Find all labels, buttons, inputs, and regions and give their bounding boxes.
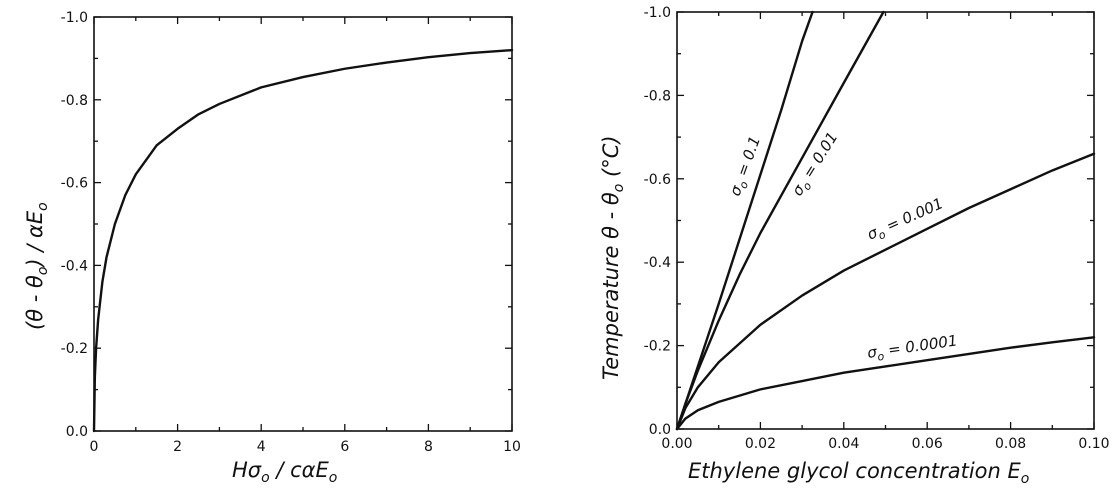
right-y-tick-label: -0.4 — [644, 255, 671, 271]
curve-label: σo = 0.01 — [788, 129, 844, 201]
left-x-tick-label: 4 — [257, 439, 266, 455]
left-plot-frame — [93, 16, 513, 432]
curve-sigma-0-001 — [675, 152, 1096, 431]
right-tick-labels: 0.00 0.02 0.04 0.06 0.08 0.10 0.0 -0.2 -0.4 -0.6 -… — [644, 5, 1110, 452]
right-x-tick-label: 0.00 — [661, 436, 692, 452]
curve-label: σo = 0.1 — [726, 134, 767, 200]
left-x-axis-label: Hσo / cαEo — [232, 458, 337, 486]
left-y-tick-label: -0.4 — [61, 258, 88, 274]
curve-sigma-0-1 — [675, 10, 814, 431]
right-y-tick-label: -0.8 — [644, 88, 671, 104]
right-y-tick-label: -1.0 — [644, 5, 671, 21]
right-x-tick-label: 0.06 — [912, 436, 943, 452]
right-ticks — [676, 11, 1095, 430]
right-x-tick-label: 0.04 — [828, 436, 859, 452]
right-y-tick-label: -0.6 — [644, 172, 671, 188]
right-x-axis-label: Ethylene glycol concentration Eo — [688, 459, 1029, 487]
left-x-tick-label: 8 — [424, 439, 433, 455]
left-y-tick-label: -1.0 — [61, 10, 88, 26]
left-x-tick-label: 10 — [503, 439, 521, 455]
right-y-axis-label: Temperature θ - θo (°C) — [599, 135, 627, 380]
right-x-tick-label: 0.10 — [1078, 436, 1109, 452]
left-y-tick-label: -0.2 — [61, 341, 88, 357]
left-tick-labels: 0 2 4 6 8 10 0.0 -0.2 -0.4 -0.6 -0.8 -1.0 — [61, 10, 521, 455]
right-y-tick-label: 0.0 — [649, 422, 671, 438]
curve-sigma-0-0001 — [675, 336, 1096, 431]
left-x-tick-label: 0 — [90, 439, 99, 455]
left-x-tick-label: 6 — [340, 439, 349, 455]
right-curves — [675, 10, 1096, 431]
left-y-tick-label: 0.0 — [66, 424, 88, 440]
curve-sigma-0-01 — [675, 10, 885, 431]
left-y-tick-label: -0.8 — [61, 93, 88, 109]
right-x-tick-label: 0.08 — [995, 436, 1026, 452]
left-curve — [92, 48, 514, 433]
right-y-tick-label: -0.2 — [644, 339, 671, 355]
left-ticks — [93, 16, 513, 432]
right-x-tick-label: 0.02 — [745, 436, 776, 452]
left-x-tick-label: 2 — [173, 439, 182, 455]
left-y-axis-label: (θ - θo) / αEo — [23, 202, 51, 330]
left-y-tick-label: -0.6 — [61, 176, 88, 192]
curve-label: σo = 0.0001 — [866, 331, 959, 364]
